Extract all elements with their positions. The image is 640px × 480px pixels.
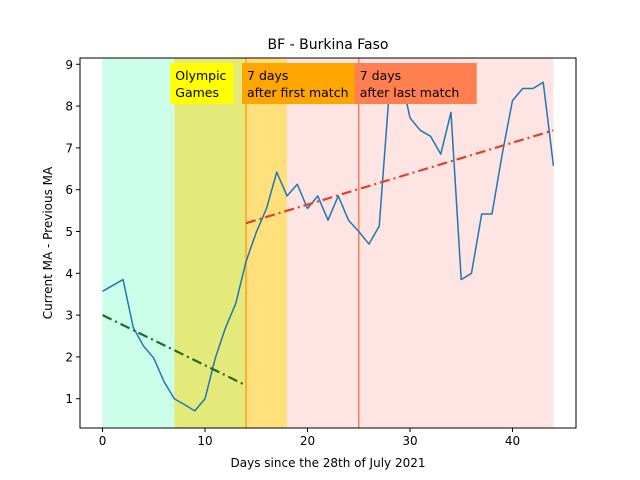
y-tick-label-4: 4 [65, 267, 73, 281]
trend-line-1 [102, 314, 247, 387]
y-tick-label-1: 1 [65, 392, 73, 406]
chart-title: BF - Burkina Faso [268, 37, 389, 53]
annotation-text-0-1: Games [175, 85, 219, 100]
annotation-text-2-1: after last match [360, 85, 460, 100]
y-tick-label-9: 9 [65, 58, 73, 72]
region-band-0 [102, 58, 175, 428]
series-line-0 [102, 69, 555, 412]
annotation-box-0 [170, 63, 234, 104]
y-tick-label-3: 3 [65, 309, 73, 323]
x-axis-label: Days since the 28th of July 2021 [231, 456, 426, 470]
shaded-regions [102, 58, 554, 428]
x-axis-ticks: 0 10 20 30 40 [99, 428, 520, 448]
x-tick-label-30: 30 [402, 434, 417, 448]
x-tick-label-20: 20 [300, 434, 315, 448]
y-tick-label-5: 5 [65, 225, 73, 239]
y-tick-label-7: 7 [65, 141, 73, 155]
y-tick-label-2: 2 [65, 350, 73, 364]
trend-line-2 [245, 129, 554, 225]
x-tick-label-0: 0 [99, 434, 107, 448]
y-axis-ticks: 1 2 3 4 5 6 7 8 9 [65, 58, 80, 406]
vertical-markers [245, 58, 360, 428]
series-lines [102, 69, 555, 412]
region-band-3 [287, 58, 554, 428]
x-tick-label-10: 10 [197, 434, 212, 448]
y-tick-label-8: 8 [65, 100, 73, 114]
annotation-0: Olympic Games [170, 63, 234, 104]
y-tick-label-6: 6 [65, 183, 73, 197]
plot-frame [79, 57, 577, 429]
x-tick-label-40: 40 [505, 434, 520, 448]
region-band-1 [174, 58, 247, 428]
annotation-text-1-1: after first match [247, 85, 348, 100]
annotation-2: 7 days after last match [354, 63, 477, 104]
annotation-box-2 [354, 63, 477, 104]
annotation-text-0-0: Olympic [175, 68, 226, 83]
annotations: Olympic Games 7 days after first match 7 day… [170, 63, 477, 104]
annotation-text-1-0: 7 days [247, 68, 288, 83]
annotation-text-2-0: 7 days [360, 68, 401, 83]
y-axis-label: Current MA - Previous MA [41, 166, 55, 319]
